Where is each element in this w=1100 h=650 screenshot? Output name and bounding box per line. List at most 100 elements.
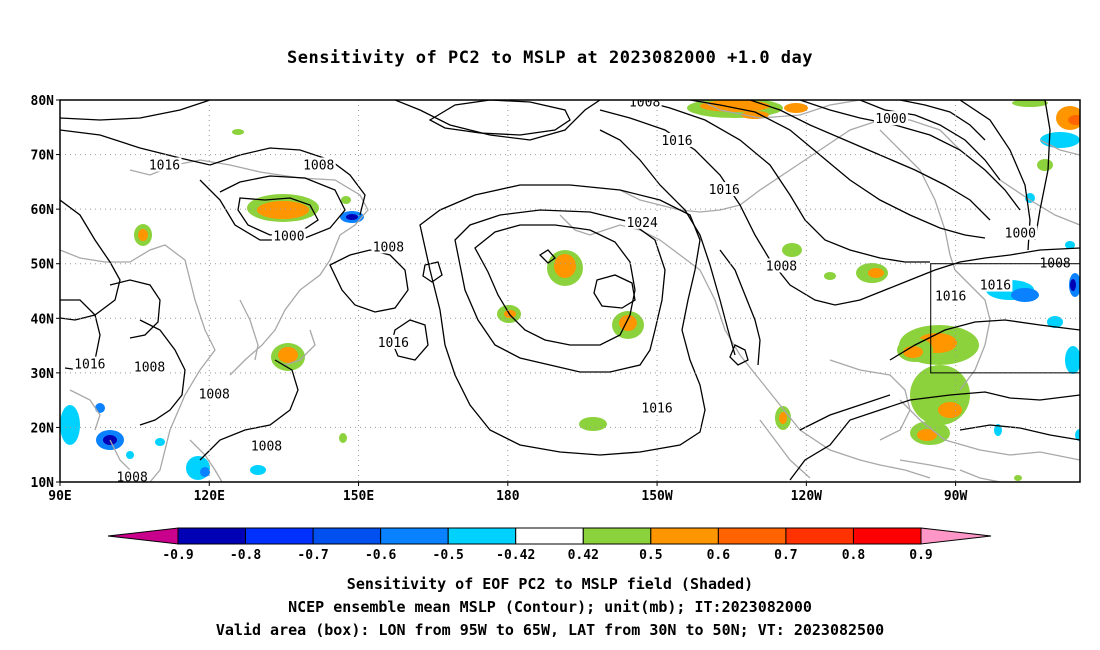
contour-label: 1008: [251, 440, 282, 455]
footer-line-1: Sensitivity of EOF PC2 to MSLP field (Sh…: [346, 575, 754, 593]
contour-label-bg: [1038, 255, 1073, 270]
mslp-contour: [899, 100, 986, 141]
shaded-region: [278, 347, 298, 363]
shaded-region: [232, 129, 244, 135]
contour-label: 1016: [149, 158, 180, 173]
lat-tick-label: 40N: [31, 312, 55, 327]
mslp-contour: [729, 344, 749, 366]
mslp-contour: [599, 129, 736, 356]
mslp-contour: [419, 184, 706, 456]
mslp-contour: [689, 100, 986, 239]
coastline: [69, 389, 101, 431]
mslp-contour: [593, 274, 636, 309]
shaded-region: [138, 229, 148, 241]
mslp-contour: [859, 100, 1001, 181]
contour-label-bg: [978, 277, 1013, 292]
mslp-contour: [889, 319, 1080, 361]
shaded-region: [741, 111, 769, 119]
chart-title: Sensitivity of PC2 to MSLP at 2023082000…: [286, 48, 813, 68]
plot-frame: [59, 99, 1081, 483]
shaded-region: [1040, 132, 1080, 148]
shaded-region: [250, 465, 266, 475]
shaded-region: [1011, 288, 1039, 302]
contour-label-bg: [640, 400, 675, 415]
contour-label: 1016: [709, 183, 740, 198]
contour-label: 1008: [199, 388, 230, 403]
footer-line-3: Valid area (box): LON from 95W to 65W, L…: [215, 621, 885, 639]
contour-label: 1008: [134, 360, 165, 375]
contour-label: 1016: [661, 134, 692, 149]
contour-label: 1016: [74, 358, 105, 373]
contour-label: 1008: [116, 471, 147, 486]
lat-tick-label: 50N: [31, 258, 55, 273]
contour-label-bg: [249, 438, 284, 453]
shaded-region: [95, 403, 105, 413]
shaded-region: [346, 214, 358, 220]
lon-tick-label: 120W: [791, 489, 822, 504]
mslp-contour: [394, 100, 601, 141]
contour-label-bg: [197, 386, 232, 401]
coastline: [60, 244, 216, 482]
shaded-region: [1014, 475, 1022, 481]
coastline: [1039, 139, 1080, 156]
contour-label-bg: [873, 111, 908, 126]
shaded-region: [868, 268, 884, 278]
shaded-region: [257, 201, 309, 219]
shaded-region: [1047, 316, 1063, 328]
mslp-contour: [329, 249, 409, 313]
coastline: [999, 179, 1080, 226]
coastline: [879, 129, 956, 271]
contour-label-bg: [933, 288, 968, 303]
coastline: [284, 329, 316, 366]
shaded-region: [824, 272, 836, 280]
mslp-contour: [60, 100, 211, 121]
shaded-region: [554, 254, 576, 278]
mslp-contour: [959, 100, 1031, 251]
mslp-contour: [109, 279, 161, 339]
contour-label: 1008: [303, 158, 334, 173]
shaded-region: [938, 402, 962, 418]
shaded-region: [126, 451, 134, 459]
shaded-region: [917, 429, 937, 441]
lat-tick-label: 80N: [31, 94, 55, 109]
sensitivity-shading: [60, 100, 1080, 481]
contour-label: 1008: [373, 240, 404, 255]
contour-label-bg: [376, 334, 411, 349]
mslp-contour: [719, 249, 761, 366]
contour-label-bg: [371, 239, 406, 254]
contour-label: 1000: [875, 112, 906, 127]
mslp-contour: [199, 359, 299, 461]
shaded-region: [700, 100, 770, 112]
mslp-contour: [599, 109, 1080, 306]
mslp-contour: [199, 175, 346, 241]
lat-tick-label: 10N: [31, 476, 55, 491]
coastline: [829, 359, 911, 441]
lat-tick-label: 20N: [31, 421, 55, 436]
mslp-contour: [60, 129, 366, 216]
coastline: [959, 469, 1001, 482]
contour-label-bg: [271, 228, 306, 243]
mslp-contour: [639, 100, 930, 263]
mslp-contour: [428, 100, 571, 136]
coastline: [239, 299, 259, 361]
contour-label-bg: [132, 359, 167, 374]
contour-label: 1024: [626, 216, 657, 231]
lon-tick-label: 120E: [194, 489, 225, 504]
footer-line-2: NCEP ensemble mean MSLP (Contour); unit(…: [288, 598, 812, 616]
contour-label: 1016: [641, 401, 672, 416]
shaded-region: [155, 438, 165, 446]
contour-label-bg: [1003, 225, 1038, 240]
shaded-region: [341, 196, 351, 204]
lon-tick-label: 150E: [343, 489, 374, 504]
mslp-contour: [237, 197, 319, 236]
shaded-region: [619, 315, 637, 331]
mslp-contour: [538, 249, 556, 264]
contour-label-bg: [115, 469, 150, 482]
contour-labels: 1008 1016 1000 1016 1016 1008 1016 1024 1000 1008…: [72, 100, 1073, 486]
coastline: [899, 459, 956, 471]
contour-label-bg: [625, 214, 660, 229]
contour-label-bg: [627, 100, 662, 109]
lon-tick-label: 90E: [48, 489, 71, 504]
contour-label-bg: [764, 258, 799, 273]
gridlines: [60, 100, 1080, 482]
